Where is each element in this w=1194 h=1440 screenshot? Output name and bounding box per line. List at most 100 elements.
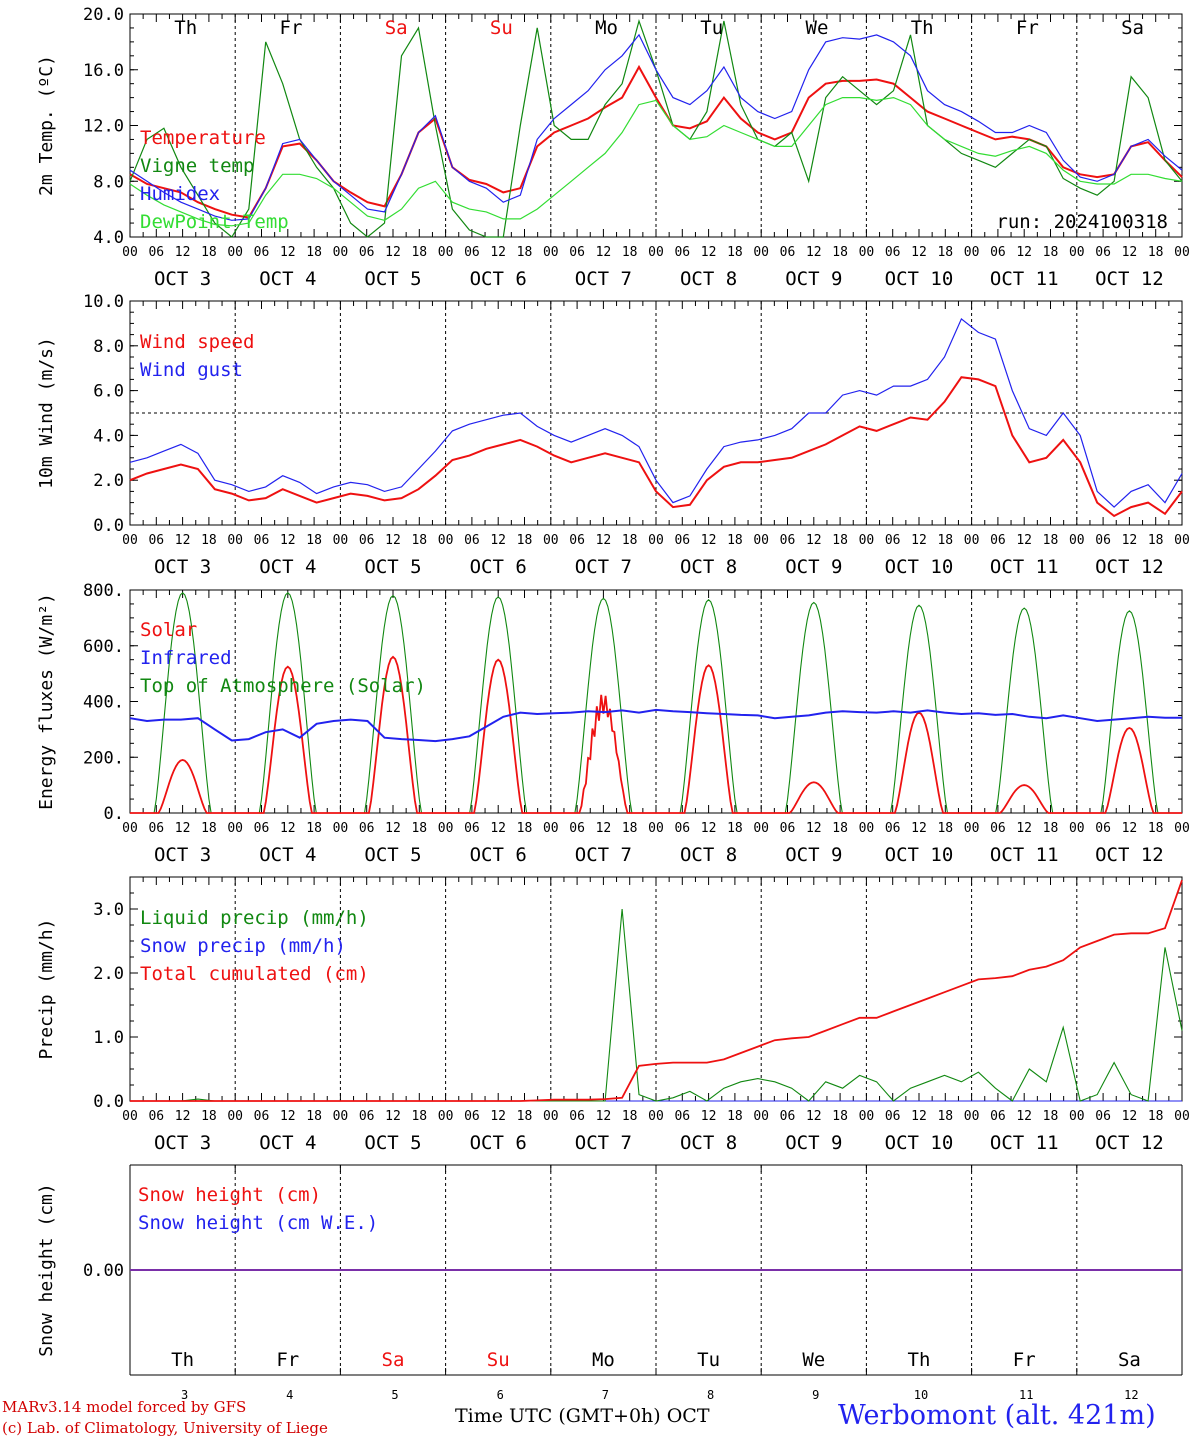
y-tick-label: 1.0 bbox=[93, 1028, 124, 1048]
weekday-label: Th bbox=[908, 1349, 931, 1371]
hour-tick-label: 06 bbox=[569, 533, 585, 548]
y-tick-label: 8.0 bbox=[93, 172, 124, 192]
date-label: OCT 11 bbox=[990, 844, 1059, 866]
legend-entry: Liquid precip (mm/h) bbox=[140, 907, 369, 929]
hour-tick-label: 12 bbox=[701, 1109, 717, 1124]
day-number-label: 10 bbox=[914, 1388, 928, 1402]
hour-tick-label: 18 bbox=[1043, 533, 1059, 548]
hour-tick-label: 00 bbox=[333, 245, 349, 260]
legend-entry: Wind gust bbox=[140, 359, 243, 381]
hour-tick-label: 00 bbox=[648, 821, 664, 836]
hour-tick-label: 18 bbox=[727, 533, 743, 548]
hour-tick-label: 00 bbox=[543, 245, 559, 260]
hour-tick-label: 12 bbox=[1016, 1109, 1032, 1124]
hour-tick-label: 18 bbox=[727, 821, 743, 836]
y-tick-label: 6.0 bbox=[93, 382, 124, 402]
hour-tick-label: 00 bbox=[543, 1109, 559, 1124]
hour-tick-label: 00 bbox=[1069, 1109, 1085, 1124]
date-label: OCT 4 bbox=[259, 1132, 316, 1154]
hour-tick-label: 18 bbox=[832, 533, 848, 548]
hour-tick-label: 00 bbox=[438, 533, 454, 548]
weekday-label: Su bbox=[487, 1349, 510, 1371]
y-tick-label: 400. bbox=[83, 693, 124, 713]
date-label: OCT 8 bbox=[680, 556, 737, 578]
weekday-label: Tu bbox=[697, 1349, 720, 1371]
hour-tick-label: 18 bbox=[1148, 1109, 1164, 1124]
weekday-label: Fr bbox=[280, 17, 303, 39]
hour-tick-label: 06 bbox=[148, 533, 164, 548]
hour-tick-label: 00 bbox=[438, 245, 454, 260]
hour-tick-label: 18 bbox=[411, 533, 427, 548]
day-number-label: 7 bbox=[602, 1388, 609, 1402]
hour-tick-label: 00 bbox=[227, 533, 243, 548]
y-tick-label: 8.0 bbox=[93, 337, 124, 357]
legend-entry: Top of Atmosphere (Solar) bbox=[140, 675, 426, 697]
legend-entry: Snow height (cm) bbox=[138, 1184, 321, 1206]
day-number-label: 8 bbox=[707, 1388, 714, 1402]
hour-tick-label: 00 bbox=[122, 245, 138, 260]
hour-tick-label: 12 bbox=[175, 533, 191, 548]
hour-tick-label: 18 bbox=[832, 245, 848, 260]
hour-tick-label: 06 bbox=[359, 533, 375, 548]
series-line-wind-gust bbox=[129, 317, 1183, 508]
hour-tick-label: 18 bbox=[727, 1109, 743, 1124]
series-line-total-cumulated-cm- bbox=[130, 879, 1183, 1102]
legend-entry: Total cumulated (cm) bbox=[140, 963, 369, 985]
weekday-label: Tu bbox=[700, 17, 723, 39]
series-line-humidex bbox=[129, 33, 1183, 221]
date-label: OCT 5 bbox=[364, 844, 421, 866]
hour-tick-label: 06 bbox=[464, 533, 480, 548]
date-label: OCT 7 bbox=[575, 556, 632, 578]
legend-entry: DewPoint Temp bbox=[140, 211, 289, 233]
hour-tick-label: 18 bbox=[937, 245, 953, 260]
hour-tick-label: 06 bbox=[359, 245, 375, 260]
hour-tick-label: 18 bbox=[306, 533, 322, 548]
hour-tick-label: 06 bbox=[990, 533, 1006, 548]
legend-entry: Temperature bbox=[140, 127, 266, 149]
hour-tick-label: 12 bbox=[1122, 821, 1138, 836]
weekday-label: Sa bbox=[1121, 17, 1144, 39]
weekday-label: Fr bbox=[1016, 17, 1039, 39]
date-label: OCT 7 bbox=[575, 844, 632, 866]
legend-entry: Snow height (cm W.E.) bbox=[138, 1212, 378, 1234]
date-label: OCT 7 bbox=[575, 268, 632, 290]
y-tick-label: 20.0 bbox=[83, 5, 124, 25]
hour-tick-label: 18 bbox=[306, 245, 322, 260]
series-line-infrared bbox=[129, 708, 1182, 743]
hour-tick-label: 12 bbox=[701, 245, 717, 260]
hour-tick-label: 00 bbox=[859, 245, 875, 260]
station-name: Werbomont (alt. 421m) bbox=[838, 1400, 1156, 1431]
hour-tick-label: 00 bbox=[122, 1109, 138, 1124]
hour-tick-label: 06 bbox=[1095, 533, 1111, 548]
weekday-label: Th bbox=[174, 17, 197, 39]
hour-tick-label: 12 bbox=[175, 821, 191, 836]
date-label: OCT 6 bbox=[470, 1132, 527, 1154]
legend-entry: Solar bbox=[140, 619, 197, 641]
hour-tick-label: 12 bbox=[175, 245, 191, 260]
y-tick-label: 600. bbox=[83, 637, 124, 657]
weekday-label: Th bbox=[911, 17, 934, 39]
date-label: OCT 6 bbox=[470, 268, 527, 290]
hour-tick-label: 12 bbox=[806, 533, 822, 548]
day-number-label: 9 bbox=[812, 1388, 819, 1402]
day-number-label: 6 bbox=[497, 1388, 504, 1402]
hour-tick-label: 18 bbox=[517, 245, 533, 260]
hour-tick-label: 06 bbox=[780, 1109, 796, 1124]
date-label: OCT 8 bbox=[680, 1132, 737, 1154]
day-number-label: 12 bbox=[1124, 1388, 1138, 1402]
hour-tick-label: 06 bbox=[990, 245, 1006, 260]
hour-tick-label: 00 bbox=[648, 533, 664, 548]
date-label: OCT 12 bbox=[1095, 1132, 1164, 1154]
hour-tick-label: 18 bbox=[1043, 821, 1059, 836]
date-label: OCT 10 bbox=[885, 268, 954, 290]
hour-tick-label: 12 bbox=[596, 1109, 612, 1124]
hour-tick-label: 06 bbox=[990, 821, 1006, 836]
hour-tick-label: 06 bbox=[885, 1109, 901, 1124]
hour-tick-label: 12 bbox=[490, 533, 506, 548]
series-line-solar bbox=[130, 655, 1182, 814]
hour-tick-label: 18 bbox=[622, 533, 638, 548]
date-label: OCT 4 bbox=[259, 844, 316, 866]
hour-tick-label: 18 bbox=[937, 533, 953, 548]
hour-tick-label: 00 bbox=[333, 1109, 349, 1124]
hour-tick-label: 18 bbox=[517, 533, 533, 548]
